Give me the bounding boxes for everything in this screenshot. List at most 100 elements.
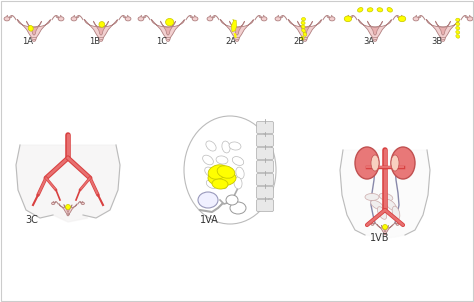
Ellipse shape — [219, 177, 228, 189]
Ellipse shape — [367, 8, 373, 12]
Ellipse shape — [391, 155, 399, 171]
Text: 1A: 1A — [23, 37, 34, 46]
Polygon shape — [359, 20, 392, 41]
Ellipse shape — [226, 195, 238, 205]
Ellipse shape — [345, 17, 351, 21]
Ellipse shape — [355, 147, 379, 179]
Ellipse shape — [357, 8, 363, 12]
Ellipse shape — [4, 17, 10, 21]
Ellipse shape — [99, 21, 105, 27]
Ellipse shape — [216, 156, 228, 164]
Text: 2B: 2B — [293, 37, 305, 46]
Ellipse shape — [217, 166, 235, 178]
Ellipse shape — [217, 168, 227, 178]
Ellipse shape — [71, 17, 77, 21]
Ellipse shape — [212, 179, 228, 189]
Ellipse shape — [208, 165, 228, 179]
Text: 3A: 3A — [364, 37, 374, 46]
Polygon shape — [377, 225, 392, 235]
Ellipse shape — [234, 177, 242, 189]
Ellipse shape — [192, 17, 198, 21]
Polygon shape — [368, 21, 383, 35]
Ellipse shape — [58, 17, 64, 21]
Text: 2A: 2A — [226, 37, 237, 46]
Ellipse shape — [236, 167, 244, 179]
Ellipse shape — [138, 17, 144, 21]
Ellipse shape — [52, 202, 55, 204]
Ellipse shape — [371, 223, 374, 225]
Polygon shape — [229, 21, 245, 35]
Ellipse shape — [165, 18, 174, 26]
Polygon shape — [340, 150, 430, 238]
Ellipse shape — [275, 17, 281, 21]
Ellipse shape — [413, 17, 419, 21]
Ellipse shape — [184, 116, 276, 224]
Ellipse shape — [377, 8, 383, 12]
Ellipse shape — [229, 142, 241, 150]
FancyBboxPatch shape — [256, 134, 273, 146]
Text: 1VB: 1VB — [370, 233, 390, 243]
Ellipse shape — [379, 193, 393, 201]
Ellipse shape — [456, 34, 460, 38]
Ellipse shape — [456, 31, 460, 34]
Ellipse shape — [467, 17, 473, 21]
Ellipse shape — [344, 16, 352, 22]
Polygon shape — [152, 20, 184, 41]
Ellipse shape — [65, 204, 71, 210]
Text: 1C: 1C — [156, 37, 168, 46]
Ellipse shape — [398, 16, 406, 22]
Polygon shape — [18, 20, 50, 41]
Ellipse shape — [206, 180, 218, 188]
FancyBboxPatch shape — [256, 147, 273, 159]
Ellipse shape — [301, 36, 304, 40]
Polygon shape — [220, 20, 254, 41]
Ellipse shape — [392, 206, 400, 220]
Ellipse shape — [365, 194, 379, 201]
Polygon shape — [289, 20, 321, 41]
Text: 3B: 3B — [431, 37, 443, 46]
Ellipse shape — [301, 25, 305, 28]
FancyBboxPatch shape — [256, 121, 273, 133]
FancyBboxPatch shape — [256, 160, 273, 172]
Ellipse shape — [456, 18, 460, 21]
Polygon shape — [427, 20, 459, 41]
Polygon shape — [27, 21, 41, 35]
Ellipse shape — [399, 17, 405, 21]
Ellipse shape — [303, 32, 307, 36]
Ellipse shape — [81, 202, 84, 204]
Polygon shape — [231, 20, 237, 32]
FancyBboxPatch shape — [256, 200, 273, 211]
Ellipse shape — [207, 17, 213, 21]
Polygon shape — [84, 20, 118, 41]
Ellipse shape — [301, 29, 305, 32]
Ellipse shape — [456, 26, 460, 30]
Ellipse shape — [261, 17, 267, 21]
Text: 1VA: 1VA — [200, 215, 219, 225]
Ellipse shape — [396, 223, 399, 225]
Ellipse shape — [28, 25, 33, 31]
Ellipse shape — [206, 141, 216, 151]
Ellipse shape — [377, 207, 387, 219]
Ellipse shape — [230, 202, 246, 214]
Ellipse shape — [208, 170, 236, 186]
Ellipse shape — [205, 167, 215, 177]
Text: 3C: 3C — [25, 215, 38, 225]
Ellipse shape — [385, 199, 397, 210]
Ellipse shape — [456, 22, 460, 26]
Polygon shape — [59, 204, 77, 216]
Ellipse shape — [222, 141, 230, 153]
FancyBboxPatch shape — [256, 187, 273, 198]
Polygon shape — [382, 226, 388, 232]
Ellipse shape — [391, 147, 415, 179]
Ellipse shape — [198, 192, 218, 208]
Polygon shape — [298, 21, 312, 35]
Ellipse shape — [329, 17, 335, 21]
Ellipse shape — [125, 17, 131, 21]
Polygon shape — [94, 21, 109, 35]
FancyBboxPatch shape — [256, 174, 273, 185]
Ellipse shape — [383, 224, 388, 230]
Polygon shape — [234, 33, 237, 38]
Ellipse shape — [371, 200, 383, 210]
Ellipse shape — [301, 18, 306, 21]
Polygon shape — [64, 205, 72, 212]
